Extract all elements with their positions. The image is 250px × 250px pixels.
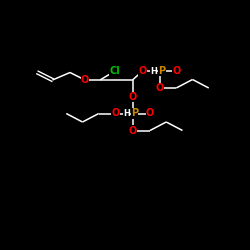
Text: O: O xyxy=(128,126,136,136)
Text: O: O xyxy=(172,66,180,76)
Text: P: P xyxy=(158,66,166,76)
Text: H: H xyxy=(123,109,130,118)
Text: O: O xyxy=(128,92,136,102)
Text: P: P xyxy=(131,108,138,118)
Text: O: O xyxy=(156,83,164,93)
Text: O: O xyxy=(81,75,89,85)
Text: Cl: Cl xyxy=(110,66,120,76)
Text: H: H xyxy=(150,66,157,76)
Text: O: O xyxy=(112,108,120,118)
Text: O: O xyxy=(138,66,146,76)
Text: O: O xyxy=(146,108,154,118)
